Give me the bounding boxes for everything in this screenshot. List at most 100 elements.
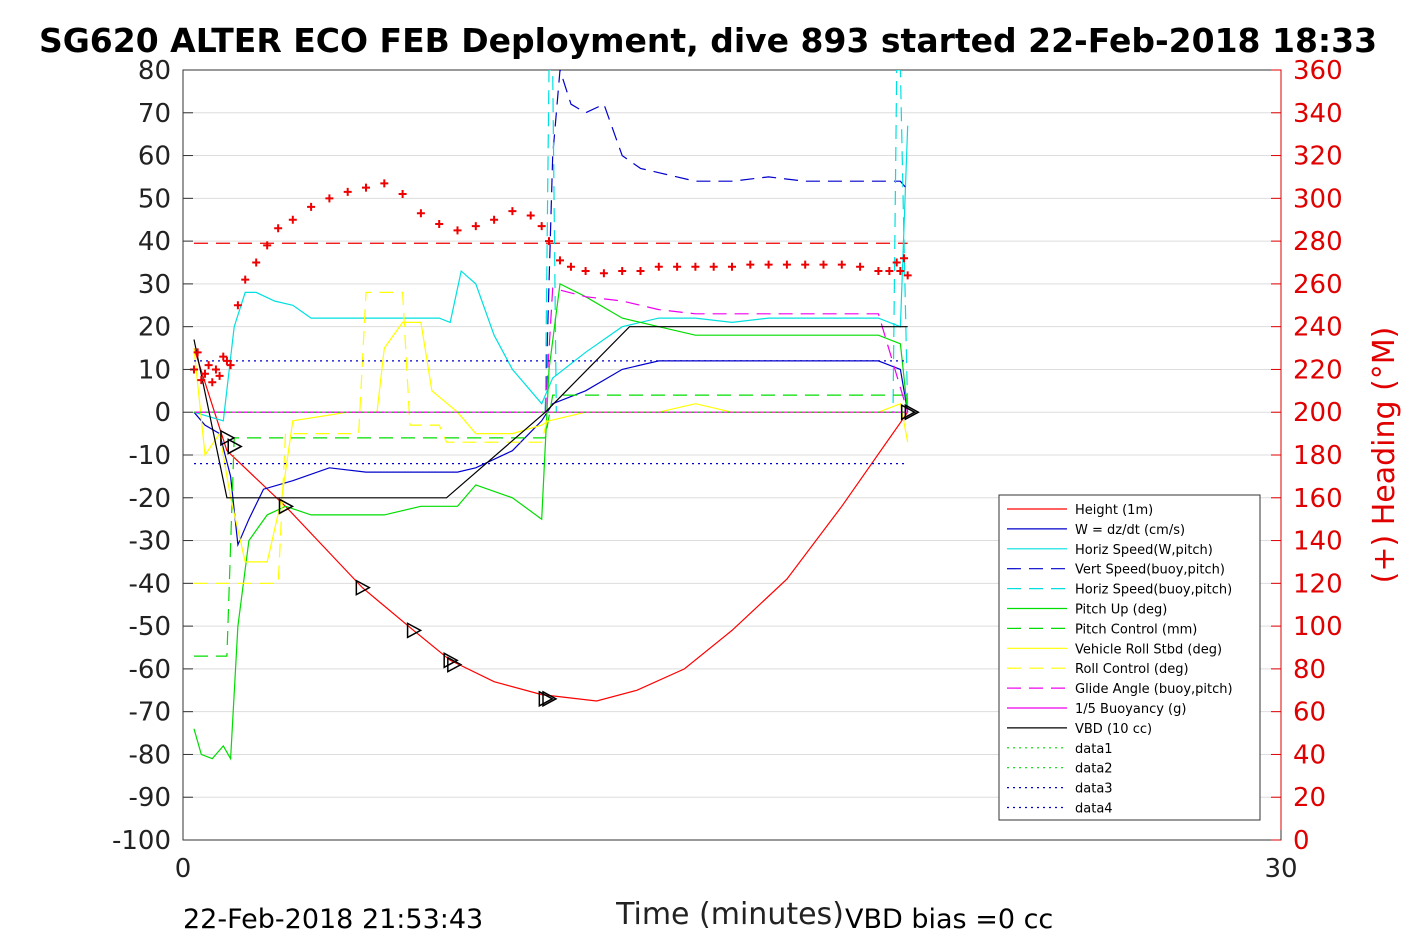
chart-title: SG620 ALTER ECO FEB Deployment, dive 893… [39, 21, 1377, 60]
heading-point [874, 267, 883, 276]
heading-point [728, 262, 736, 271]
legend-box [998, 494, 1261, 821]
gps-marker [447, 656, 463, 673]
gps-marker [406, 622, 423, 639]
heading-point [362, 183, 370, 192]
heading-point [233, 301, 242, 310]
y-axis-right-label: (+) Heading (°M) [1367, 327, 1402, 584]
heading-point [837, 260, 846, 269]
y-tick-label: -40 [129, 569, 171, 599]
y-right-tick-label: 140 [1293, 527, 1343, 557]
y-tick-label: -90 [129, 783, 171, 813]
y-tick-label: 80 [138, 56, 171, 86]
series-5-line [193, 282, 909, 761]
y-tick-label: 50 [138, 184, 171, 214]
heading-point [288, 215, 297, 224]
heading-point [555, 256, 564, 265]
heading-point [709, 262, 718, 271]
y-tick-label: 30 [138, 270, 171, 300]
y-right-tick-label: 60 [1293, 698, 1326, 728]
heading-point [746, 260, 755, 269]
legend-label-9: Glide Angle (buoy,pitch) [1075, 682, 1233, 697]
heading-point [654, 262, 663, 271]
y-right-tick-label: 20 [1293, 783, 1326, 813]
y-right-tick-label: 360 [1293, 56, 1343, 86]
y-tick-label: 0 [154, 398, 171, 428]
gps-marker [538, 690, 554, 708]
legend-label-10: 1/5 Buoyancy (g) [1075, 702, 1186, 717]
heading-point [222, 356, 231, 365]
heading-point [416, 209, 425, 218]
y-right-tick-label: 40 [1293, 740, 1326, 770]
heading-point [782, 260, 791, 269]
heading-point [219, 352, 228, 361]
gps-marker [227, 438, 243, 455]
heading-point [193, 348, 202, 357]
y-right-tick-label: 260 [1293, 270, 1343, 300]
series-2-line [193, 125, 909, 422]
heading-point [691, 262, 700, 271]
heading-point [252, 258, 261, 267]
series-6-line [194, 394, 908, 657]
heading-point [903, 271, 912, 280]
plot-area [189, 70, 920, 761]
x-tick-label: 30 [1264, 854, 1297, 884]
heading-point [211, 365, 220, 374]
heading-point [197, 376, 206, 385]
y-tick-label: -80 [129, 740, 171, 770]
heading-point [263, 241, 272, 250]
heading-point [526, 211, 535, 220]
heading-point [204, 361, 213, 370]
heading-point [453, 226, 462, 235]
y-tick-label: -50 [129, 612, 171, 642]
gps-marker [220, 429, 236, 447]
footer-vbd-bias: VBD bias =0 cc [845, 904, 1053, 935]
legend: Height (1m) W = dz/dt (cm/s) Horiz Speed(W… [998, 494, 1261, 821]
y-right-tick-label: 340 [1293, 99, 1343, 129]
heading-point [599, 269, 608, 278]
gps-marker [443, 652, 459, 669]
footer-timestamp: 22-Feb-2018 21:53:43 [183, 904, 483, 935]
heading-point [856, 262, 865, 271]
heading-point [343, 187, 352, 196]
heading-point [380, 179, 389, 188]
heading-point [896, 267, 905, 276]
heading-point [537, 222, 546, 231]
y-tick-label: 40 [138, 227, 171, 257]
heading-point [900, 254, 909, 263]
gps-marker [900, 403, 917, 421]
y-axis-left: 80 70 60 50 40 30 20 10 0 -10 -20 -30 -40 -50 -60 -70 -8… [112, 56, 193, 856]
legend-label-8: Roll Control (deg) [1075, 662, 1189, 677]
heading-point [885, 267, 894, 276]
series-11-line [193, 326, 908, 499]
legend-label-13: data2 [1075, 762, 1113, 777]
legend-label-2: Horiz Speed(W,pitch) [1075, 543, 1213, 558]
y-right-tick-label: 300 [1293, 184, 1343, 214]
gps-marker [542, 690, 558, 708]
legend-label-12: data1 [1075, 742, 1113, 757]
legend-label-14: data3 [1075, 782, 1113, 797]
x-axis-label: Time (minutes) [615, 897, 844, 932]
y-tick-label: -10 [129, 441, 171, 471]
heading-point [398, 190, 407, 199]
y-tick-label: -30 [129, 527, 171, 557]
heading-point [581, 267, 590, 276]
heading-point [241, 275, 250, 284]
heading-point [618, 267, 627, 276]
gps-marker [278, 498, 295, 515]
data-layer [189, 70, 920, 761]
heading-point [566, 262, 575, 271]
gps-marker [355, 579, 371, 596]
y-tick-label: -60 [129, 655, 171, 685]
heading-point [215, 371, 224, 380]
heading-point [226, 361, 235, 370]
y-tick-label: -100 [112, 826, 171, 856]
legend-label-0: Height (1m) [1075, 503, 1153, 518]
heading-point [764, 260, 773, 269]
y-right-tick-label: 280 [1293, 227, 1343, 257]
heading-point [819, 260, 828, 269]
legend-label-7: Vehicle Roll Stbd (deg) [1075, 642, 1222, 657]
heading-point [545, 237, 553, 246]
heading-point [435, 220, 444, 228]
